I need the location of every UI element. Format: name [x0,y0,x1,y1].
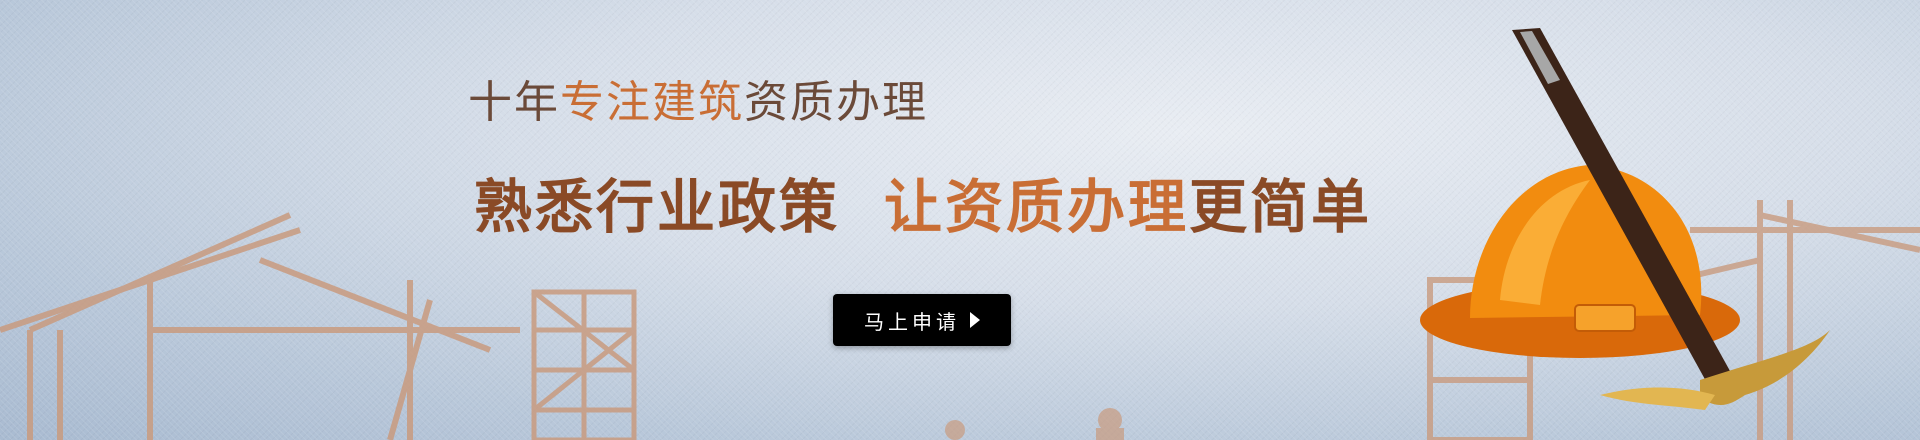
construction-crane-icon [0,212,520,440]
banner-headline: 熟悉行业政策 让资质办理更简单 [474,160,1372,244]
headline-part-1: 熟悉行业政策 [474,173,841,241]
headline-part-3: 更简单 [1189,173,1373,241]
tagline-part-3: 资质办理 [744,77,928,128]
banner-tagline: 十年专注建筑资质办理 [468,66,928,130]
scaffolding-icon [531,289,637,440]
headline-part-2: 让资质办理 [884,173,1190,241]
pickaxe-icon [1512,28,1830,410]
tagline-part-1: 十年 [468,77,560,128]
worker-silhouettes [945,408,1124,440]
apply-now-label: 马上申请 [864,309,960,334]
safety-helmet-icon [1420,165,1740,358]
tagline-part-2: 专注建筑 [560,77,744,128]
apply-now-button[interactable]: 马上申请 [833,294,1011,346]
arrow-right-icon [970,312,980,328]
